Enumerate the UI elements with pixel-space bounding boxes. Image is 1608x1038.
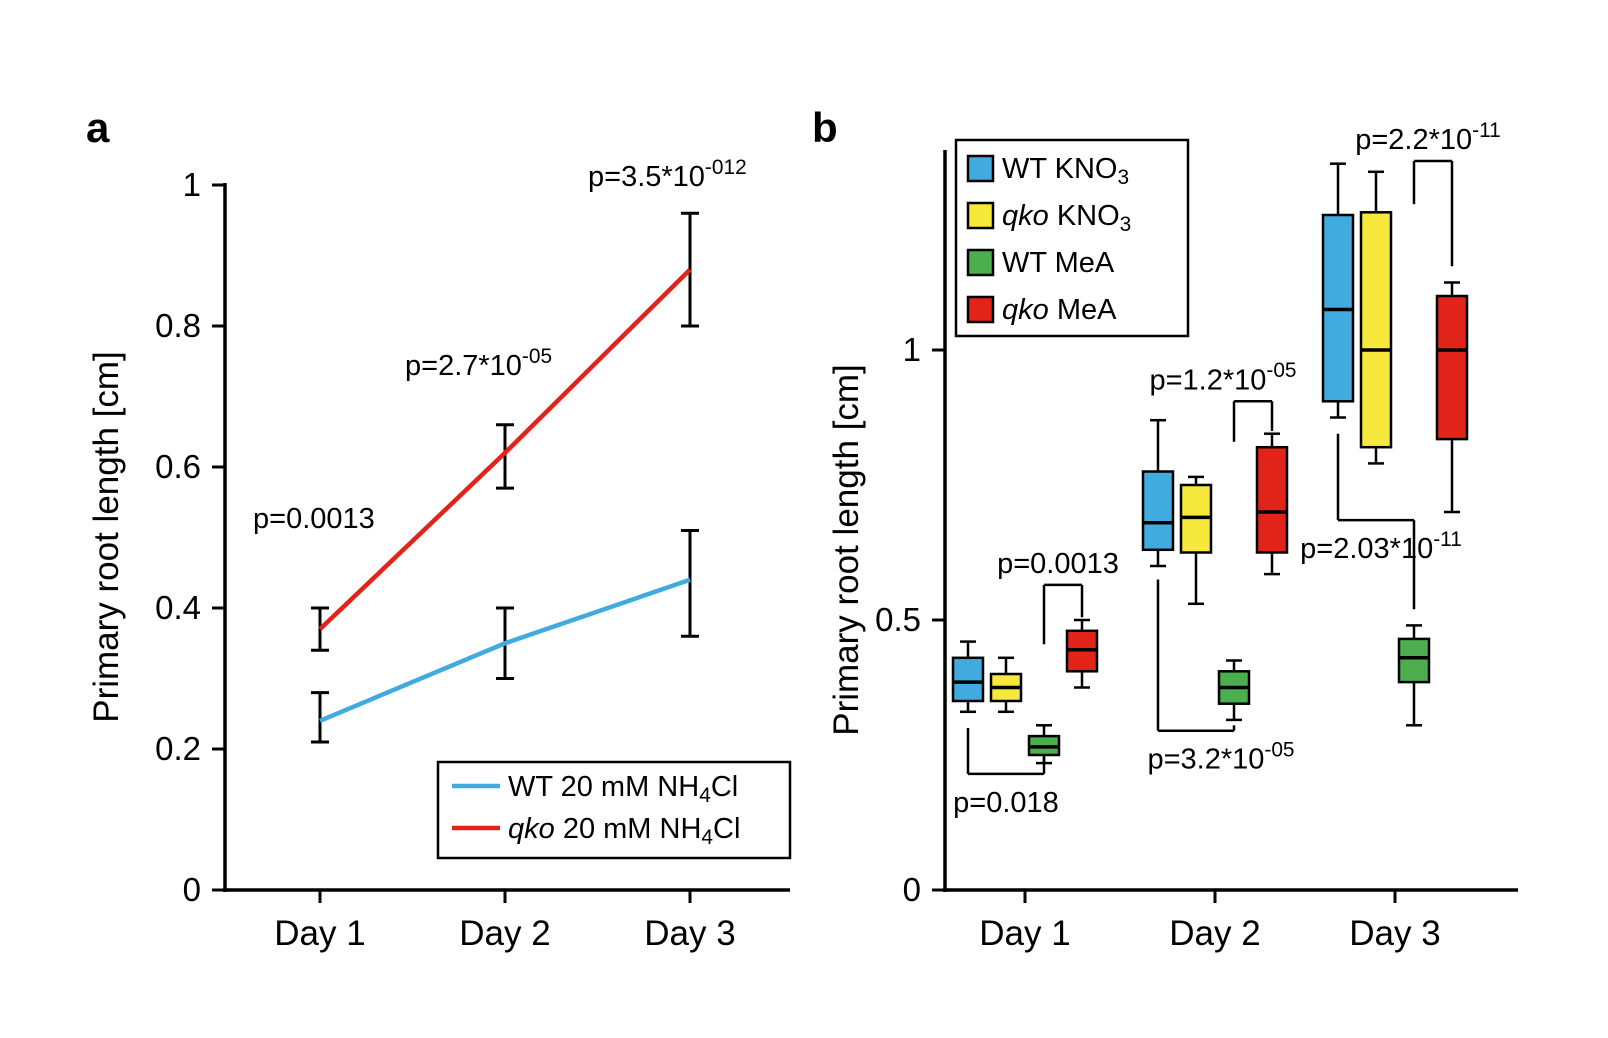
p-value-annotation: p=0.0013 [997, 548, 1119, 580]
y-tick-label: 0.2 [155, 730, 201, 767]
box-body [1397, 637, 1431, 684]
x-tick-label: Day 3 [1349, 914, 1440, 953]
legend-label: qko MeA [1002, 294, 1117, 326]
boxplot-qko-mea-day2 [1255, 432, 1289, 576]
legend-label: qko 20 mM NH4Cl [508, 813, 740, 849]
legend-label: qko KNO3 [1002, 200, 1131, 236]
y-axis-title: Primary root length [cm] [827, 364, 866, 736]
y-tick-label: 1 [183, 166, 201, 203]
legend-swatch [966, 248, 995, 277]
boxplot-qko-kno3-day3 [1359, 170, 1393, 465]
p-value-annotation: p=0.0013 [253, 503, 375, 535]
y-tick-label: 1 [903, 331, 921, 368]
y-axis-title: Primary root length [cm] [87, 351, 126, 723]
panel-a: 0 0.2 0.4 0.6 0.8 1 Day 1 Day 2 Day 3 Primary roo… [87, 156, 792, 953]
error-bar [311, 691, 329, 744]
x-tick-label: Day 3 [644, 914, 735, 953]
legend-label: WT 20 mM NH4Cl [508, 771, 738, 807]
legend-label: WT KNO3 [1002, 153, 1129, 189]
boxplot-qko-mea-day1 [1065, 618, 1099, 689]
legend-swatch [966, 201, 995, 230]
legend-swatch [966, 295, 995, 324]
error-bar [681, 528, 699, 638]
box-body [1435, 294, 1469, 441]
boxplot-qko-kno3-day2 [1179, 475, 1213, 606]
p-value-annotation: p=2.2*10-11 [1355, 119, 1501, 156]
error-bar [496, 423, 514, 490]
panel-a-label: a [86, 104, 110, 151]
boxplot-wt-mea-day1 [1027, 724, 1061, 765]
panel-b: 0 0.5 1 Day 1 Day 2 Day 3 Primary root length … [827, 119, 1518, 953]
boxplot-wt-mea-day2 [1217, 659, 1251, 722]
series-line [319, 577, 691, 723]
legend-a: WT 20 mM NH4Cl qko 20 mM NH4Cl [436, 760, 792, 860]
x-tick-label: Day 2 [459, 914, 550, 953]
series-line [318, 268, 692, 631]
legend-b: WT KNO3 qko KNO3 WT MeA qko MeA [954, 138, 1190, 338]
box-body [1359, 211, 1393, 449]
boxplot-qko-kno3-day1 [989, 656, 1023, 714]
x-tick-label: Day 1 [979, 914, 1070, 953]
p-value-annotation: p=0.018 [953, 787, 1059, 819]
y-tick-label: 0.6 [155, 448, 201, 485]
x-tick-label: Day 2 [1169, 914, 1260, 953]
p-value-annotation: p=3.2*10-05 [1147, 739, 1294, 776]
y-tick-label: 0.8 [155, 307, 201, 344]
y-tick-label: 0.5 [875, 601, 921, 638]
p-value-annotation: p=3.5*10-012 [588, 156, 747, 193]
boxplot-wt-kno3-day1 [951, 640, 985, 714]
legend-label: WT MeA [1002, 247, 1115, 279]
box-body [951, 656, 985, 703]
y-tick-label: 0 [903, 871, 921, 908]
boxplot-wt-mea-day3 [1397, 624, 1431, 727]
x-tick-label: Day 1 [274, 914, 365, 953]
y-tick-label: 0 [183, 871, 201, 908]
box-body [1141, 470, 1175, 552]
comparison-bracket [1232, 400, 1274, 442]
comparison-bracket [1336, 433, 1416, 610]
comparison-bracket [1042, 583, 1084, 645]
legend-box [954, 138, 1190, 338]
comparison-bracket [966, 728, 1046, 776]
legend-swatch [966, 154, 995, 183]
y-tick-label: 0.4 [155, 589, 201, 626]
box-body [1255, 445, 1289, 554]
boxplot-wt-kno3-day3 [1321, 162, 1355, 419]
p-value-annotation: p=2.03*10-11 [1300, 528, 1462, 565]
p-value-annotation: p=1.2*10-05 [1149, 359, 1296, 396]
p-value-annotation: p=2.7*10-05 [405, 345, 552, 382]
comparison-bracket [1156, 579, 1236, 732]
comparison-bracket [1412, 159, 1454, 267]
boxplot-wt-kno3-day2 [1141, 418, 1175, 568]
panel-b-label: b [812, 104, 838, 151]
legend-box [436, 760, 792, 860]
boxplot-qko-mea-day3 [1435, 281, 1469, 514]
